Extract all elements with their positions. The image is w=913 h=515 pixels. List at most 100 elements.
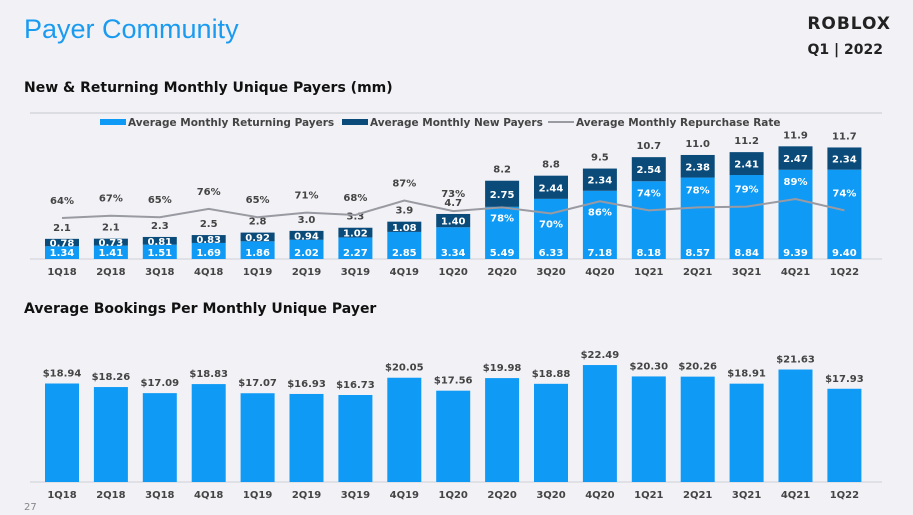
repurchase-rate-label: 67%: [99, 194, 123, 205]
x-tick-label: 1Q21: [634, 267, 663, 278]
bookings-bar: [827, 388, 862, 482]
new-value-label: 1.08: [392, 223, 417, 234]
bookings-bar: [436, 390, 471, 482]
bookings-bar: [93, 387, 128, 482]
bookings-bar: [534, 383, 568, 482]
bookings-x-tick-label: 3Q21: [732, 490, 761, 501]
new-value-label: 2.47: [783, 154, 808, 165]
returning-value-label: 1.51: [147, 248, 172, 259]
total-label: 11.0: [685, 139, 710, 150]
returning-value-label: 1.41: [99, 248, 124, 259]
bookings-x-tick-label: 4Q19: [390, 490, 419, 501]
returning-value-label: 7.18: [588, 248, 613, 259]
repurchase-rate-label: 78%: [490, 213, 514, 224]
x-tick-label: 3Q20: [536, 267, 565, 278]
returning-bar: [680, 177, 715, 259]
repurchase-rate-label: 65%: [148, 195, 172, 206]
legend-label-0: Average Monthly Returning Payers: [128, 117, 334, 129]
x-tick-label: 4Q18: [194, 267, 223, 278]
payers-chart-title: New & Returning Monthly Unique Payers (m…: [24, 80, 393, 96]
total-label: 2.1: [53, 223, 71, 234]
x-tick-label: 3Q19: [341, 267, 370, 278]
bookings-chart-title: Average Bookings Per Monthly Unique Paye…: [24, 301, 377, 317]
bookings-x-tick-label: 1Q21: [634, 490, 663, 501]
x-tick-label: 1Q22: [830, 267, 859, 278]
total-label: 2.5: [200, 219, 218, 230]
returning-bar: [191, 242, 226, 259]
legend-label-2: Average Monthly Repurchase Rate: [576, 117, 781, 129]
bookings-x-tick-label: 4Q18: [194, 490, 223, 501]
bookings-value-label: $18.88: [532, 369, 571, 380]
bookings-value-label: $21.63: [776, 355, 815, 366]
total-label: 11.7: [832, 131, 857, 142]
new-bar: [534, 175, 568, 199]
legend-label-1: Average Monthly New Payers: [370, 117, 543, 129]
repurchase-rate-label: 79%: [735, 185, 759, 196]
repurchase-rate-label: 64%: [50, 196, 74, 207]
returning-bar: [827, 169, 862, 259]
total-label: 8.2: [493, 165, 511, 176]
bookings-value-label: $17.56: [434, 376, 473, 387]
returning-value-label: 8.18: [636, 248, 661, 259]
returning-value-label: 2.85: [392, 248, 417, 259]
bookings-x-tick-label: 3Q18: [145, 490, 174, 501]
returning-bar: [338, 237, 373, 259]
bookings-x-tick-label: 1Q18: [47, 490, 76, 501]
new-bar: [436, 213, 471, 228]
total-label: 2.1: [102, 223, 120, 234]
bookings-bar: [387, 377, 422, 482]
new-bar: [631, 157, 666, 182]
x-tick-label: 4Q20: [585, 267, 614, 278]
new-value-label: 1.02: [343, 229, 368, 240]
returning-value-label: 6.33: [539, 248, 564, 259]
bookings-bar: [778, 369, 813, 482]
returning-bar: [534, 198, 568, 259]
roblox-logo: ROBLOX: [807, 14, 891, 34]
bookings-x-tick-label: 2Q18: [96, 490, 125, 501]
returning-bar: [729, 175, 764, 259]
new-bar: [485, 180, 520, 207]
x-tick-label: 1Q19: [243, 267, 272, 278]
returning-bar: [436, 227, 471, 259]
repurchase-rate-label: 76%: [197, 187, 221, 198]
new-value-label: 2.34: [588, 176, 613, 187]
bookings-value-label: $18.26: [92, 372, 131, 383]
repurchase-rate-label: 65%: [246, 195, 270, 206]
new-value-label: 0.83: [196, 235, 221, 246]
new-value-label: 0.94: [294, 231, 319, 242]
total-label: 3.9: [395, 206, 413, 217]
new-value-label: 2.41: [734, 160, 759, 171]
bookings-x-tick-label: 1Q19: [243, 490, 272, 501]
new-bar: [142, 236, 177, 245]
repurchase-rate-label: 74%: [832, 188, 856, 199]
x-tick-label: 1Q18: [47, 267, 76, 278]
new-bar: [191, 235, 226, 243]
bookings-bar: [582, 365, 617, 482]
returning-bar: [289, 239, 324, 259]
legend-swatch-2: [548, 121, 574, 123]
returning-value-label: 8.57: [685, 248, 710, 259]
returning-bar: [387, 231, 422, 259]
total-label: 10.7: [636, 141, 661, 152]
new-bar: [827, 147, 862, 170]
bookings-bar: [240, 393, 275, 482]
bookings-bar: [142, 393, 177, 482]
x-tick-label: 3Q21: [732, 267, 761, 278]
new-value-label: 0.73: [99, 238, 124, 249]
returning-value-label: 9.40: [832, 248, 857, 259]
bookings-value-label: $19.98: [483, 363, 522, 374]
new-value-label: 2.38: [685, 162, 710, 173]
returning-value-label: 8.84: [734, 248, 759, 259]
bookings-bar: [45, 383, 79, 482]
returning-value-label: 2.27: [343, 248, 368, 259]
period-label: Q1 | 2022: [807, 42, 883, 58]
returning-bar: [142, 244, 177, 259]
returning-bar: [631, 181, 666, 259]
total-label: 2.8: [249, 217, 267, 228]
bookings-value-label: $22.49: [581, 350, 620, 361]
bookings-bar: [729, 383, 764, 482]
new-value-label: 2.44: [539, 183, 564, 194]
new-bar: [680, 154, 715, 178]
total-label: 11.2: [734, 136, 759, 147]
